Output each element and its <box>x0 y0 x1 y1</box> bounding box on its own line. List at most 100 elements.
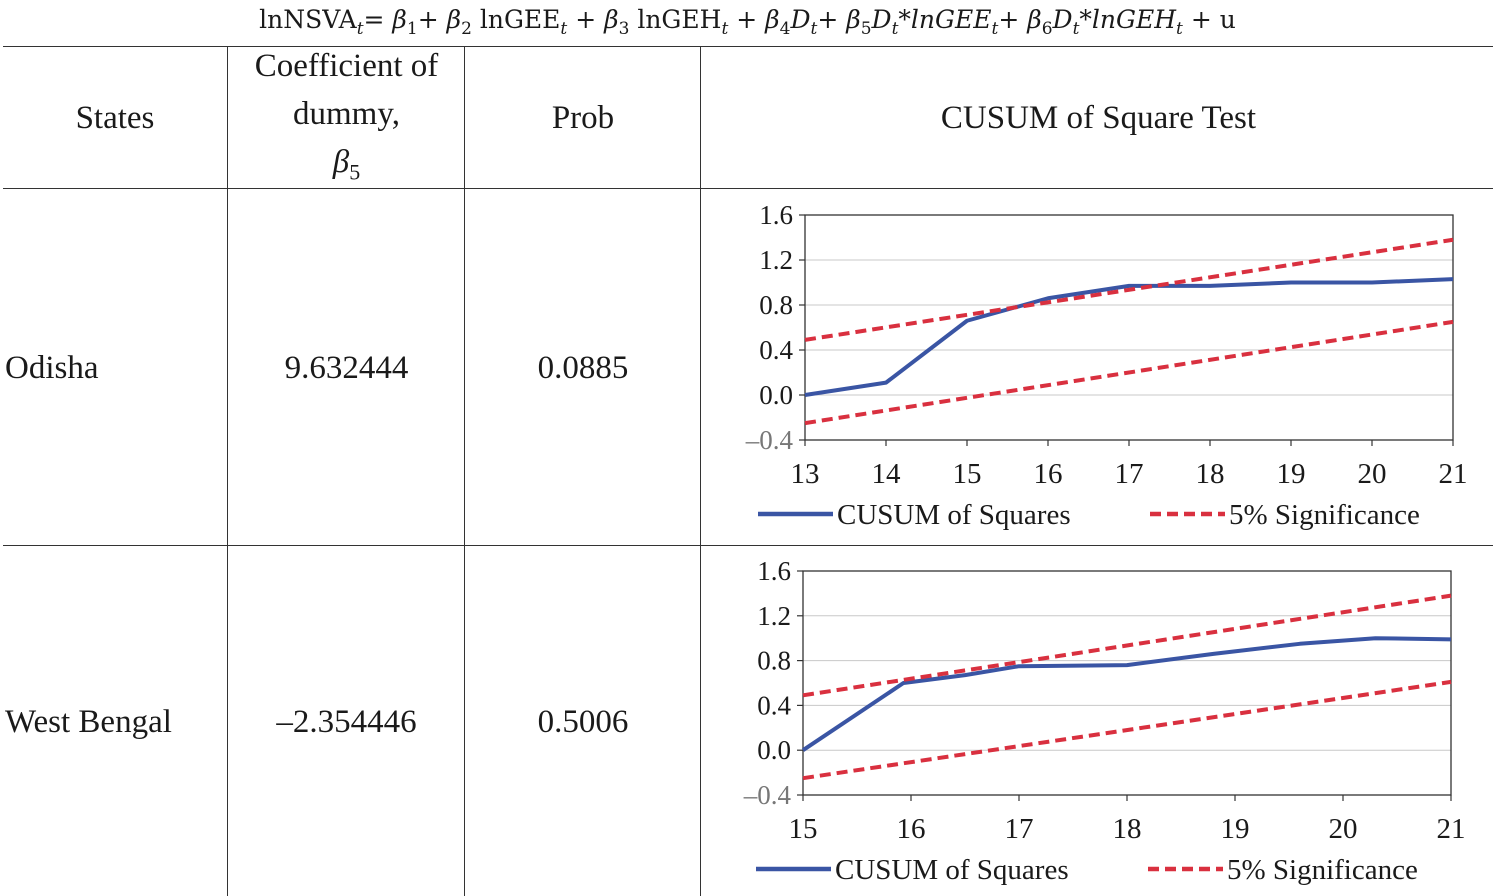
y-tick-label: 0.4 <box>757 690 791 720</box>
row-westbengal-prob: 0.5006 <box>466 547 700 896</box>
equation-lhs: lnNSVA <box>259 5 357 34</box>
equation-subscript: t <box>560 19 568 39</box>
header-states-label: States <box>75 100 155 136</box>
legend-label: CUSUM of Squares <box>837 499 1071 531</box>
x-tick-label: 20 <box>1329 813 1358 845</box>
x-tick-label: 14 <box>872 458 902 490</box>
header-test-label: CUSUM of Square Test <box>940 100 1257 136</box>
prob-value: 0.0885 <box>537 349 629 386</box>
equation-rest: = β1+ β2 lnGEEt + β3 lnGEHt + β4Dt+ β5Dt… <box>363 5 1236 38</box>
row-odisha-prob: 0.0885 <box>466 190 700 545</box>
row-odisha-state: Odisha <box>5 190 227 545</box>
coefficient-value: 9.632444 <box>284 349 409 386</box>
x-tick-label: 19 <box>1221 813 1250 845</box>
x-tick-label: 18 <box>1113 813 1142 845</box>
significance-bound-line <box>802 593 1452 698</box>
y-tick-label: 0.0 <box>757 735 791 765</box>
x-tick-label: 20 <box>1358 458 1387 490</box>
equation-term: + β <box>417 5 462 34</box>
equation-term: + β <box>817 5 861 34</box>
x-tick-label: 16 <box>1034 458 1063 490</box>
equation-subscript: t <box>810 19 818 39</box>
beta-symbol: β <box>332 143 350 180</box>
equation-term: D <box>871 5 892 34</box>
equation-term: + β <box>728 5 780 34</box>
x-tick-label: 21 <box>1437 813 1466 845</box>
significance-bound-line <box>804 319 1454 426</box>
prob-value: 0.5006 <box>537 703 629 740</box>
column-divider-2 <box>464 46 465 896</box>
column-divider-3 <box>700 46 701 896</box>
equation-subscript: 4 <box>779 19 791 39</box>
y-tick-label: 0.8 <box>759 290 793 320</box>
equation-sub: t <box>356 19 364 39</box>
header-cusum-test: CUSUM of Square Test <box>702 48 1495 188</box>
y-tick-label: 0.8 <box>757 646 791 676</box>
row-westbengal-coefficient: –2.354446 <box>229 547 464 896</box>
x-tick-label: 13 <box>791 458 820 490</box>
y-tick-label: 1.6 <box>757 556 791 586</box>
y-tick-label: 1.6 <box>759 200 793 230</box>
y-tick-label: –0.4 <box>743 780 792 810</box>
y-tick-label: 1.2 <box>759 245 793 275</box>
row-westbengal-state: West Bengal <box>5 547 227 896</box>
x-tick-label: 19 <box>1277 458 1306 490</box>
cusum-line <box>801 636 1452 752</box>
equation-term: = β <box>363 5 407 34</box>
equation-term: *lnGEE <box>898 5 992 34</box>
equation-subscript: 5 <box>860 19 872 39</box>
equation-subscript: t <box>991 19 999 39</box>
header-coef-line2: dummy, <box>293 95 400 132</box>
y-tick-label: 0.4 <box>759 335 793 365</box>
equation-term: + u <box>1182 5 1236 34</box>
x-tick-label: 17 <box>1005 813 1034 845</box>
equation-subscript: t <box>1072 19 1080 39</box>
equation-subscript: t <box>891 19 899 39</box>
beta-subscript: 5 <box>349 159 361 185</box>
state-name: West Bengal <box>5 703 172 740</box>
legend-label: 5% Significance <box>1227 854 1418 886</box>
equation-subscript: t <box>721 19 729 39</box>
header-states: States <box>3 48 227 188</box>
x-tick-label: 18 <box>1196 458 1225 490</box>
significance-bound-line <box>802 679 1452 781</box>
header-prob-label: Prob <box>551 100 615 136</box>
coefficient-value: –2.354446 <box>276 703 417 740</box>
significance-bound-line <box>804 237 1454 342</box>
state-name: Odisha <box>5 349 99 386</box>
equation-term: lnGEH <box>629 5 722 34</box>
equation-term: D <box>790 5 811 34</box>
y-tick-label: 0.0 <box>759 380 793 410</box>
legend-label: CUSUM of Squares <box>835 854 1069 886</box>
equation-subscript: 6 <box>1041 19 1053 39</box>
header-coef-beta: β5 <box>333 138 360 197</box>
x-tick-label: 21 <box>1439 458 1468 490</box>
table-header-rule <box>3 188 1493 189</box>
equation-term: + β <box>998 5 1042 34</box>
equation-subscript: 1 <box>406 19 418 39</box>
equation-term: *lnGEH <box>1079 5 1177 34</box>
header-coef-line1: Coefficient of <box>254 47 439 84</box>
header-coefficient: Coefficient of dummy, β5 <box>229 48 464 185</box>
x-tick-label: 17 <box>1115 458 1144 490</box>
equation-subscript: 3 <box>618 19 630 39</box>
x-tick-label: 16 <box>897 813 926 845</box>
equation-term: D <box>1052 5 1073 34</box>
table-top-rule <box>3 46 1493 47</box>
table-row-divider <box>3 545 1493 546</box>
equation-subscript: t <box>1176 19 1183 39</box>
y-tick-label: 1.2 <box>757 601 791 631</box>
y-tick-label: –0.4 <box>745 425 794 455</box>
equation-term: lnGEE <box>471 5 561 34</box>
equation-term: + β <box>567 5 619 34</box>
x-tick-label: 15 <box>789 813 818 845</box>
legend-label: 5% Significance <box>1229 499 1420 531</box>
x-tick-label: 15 <box>953 458 982 490</box>
column-divider-1 <box>227 46 228 896</box>
equation-subscript: 2 <box>461 19 472 39</box>
cusum-line <box>804 277 1454 397</box>
row-odisha-coefficient: 9.632444 <box>229 190 464 545</box>
model-equation: lnNSVAt= β1+ β2 lnGEEt + β3 lnGEHt + β4D… <box>0 0 1495 44</box>
